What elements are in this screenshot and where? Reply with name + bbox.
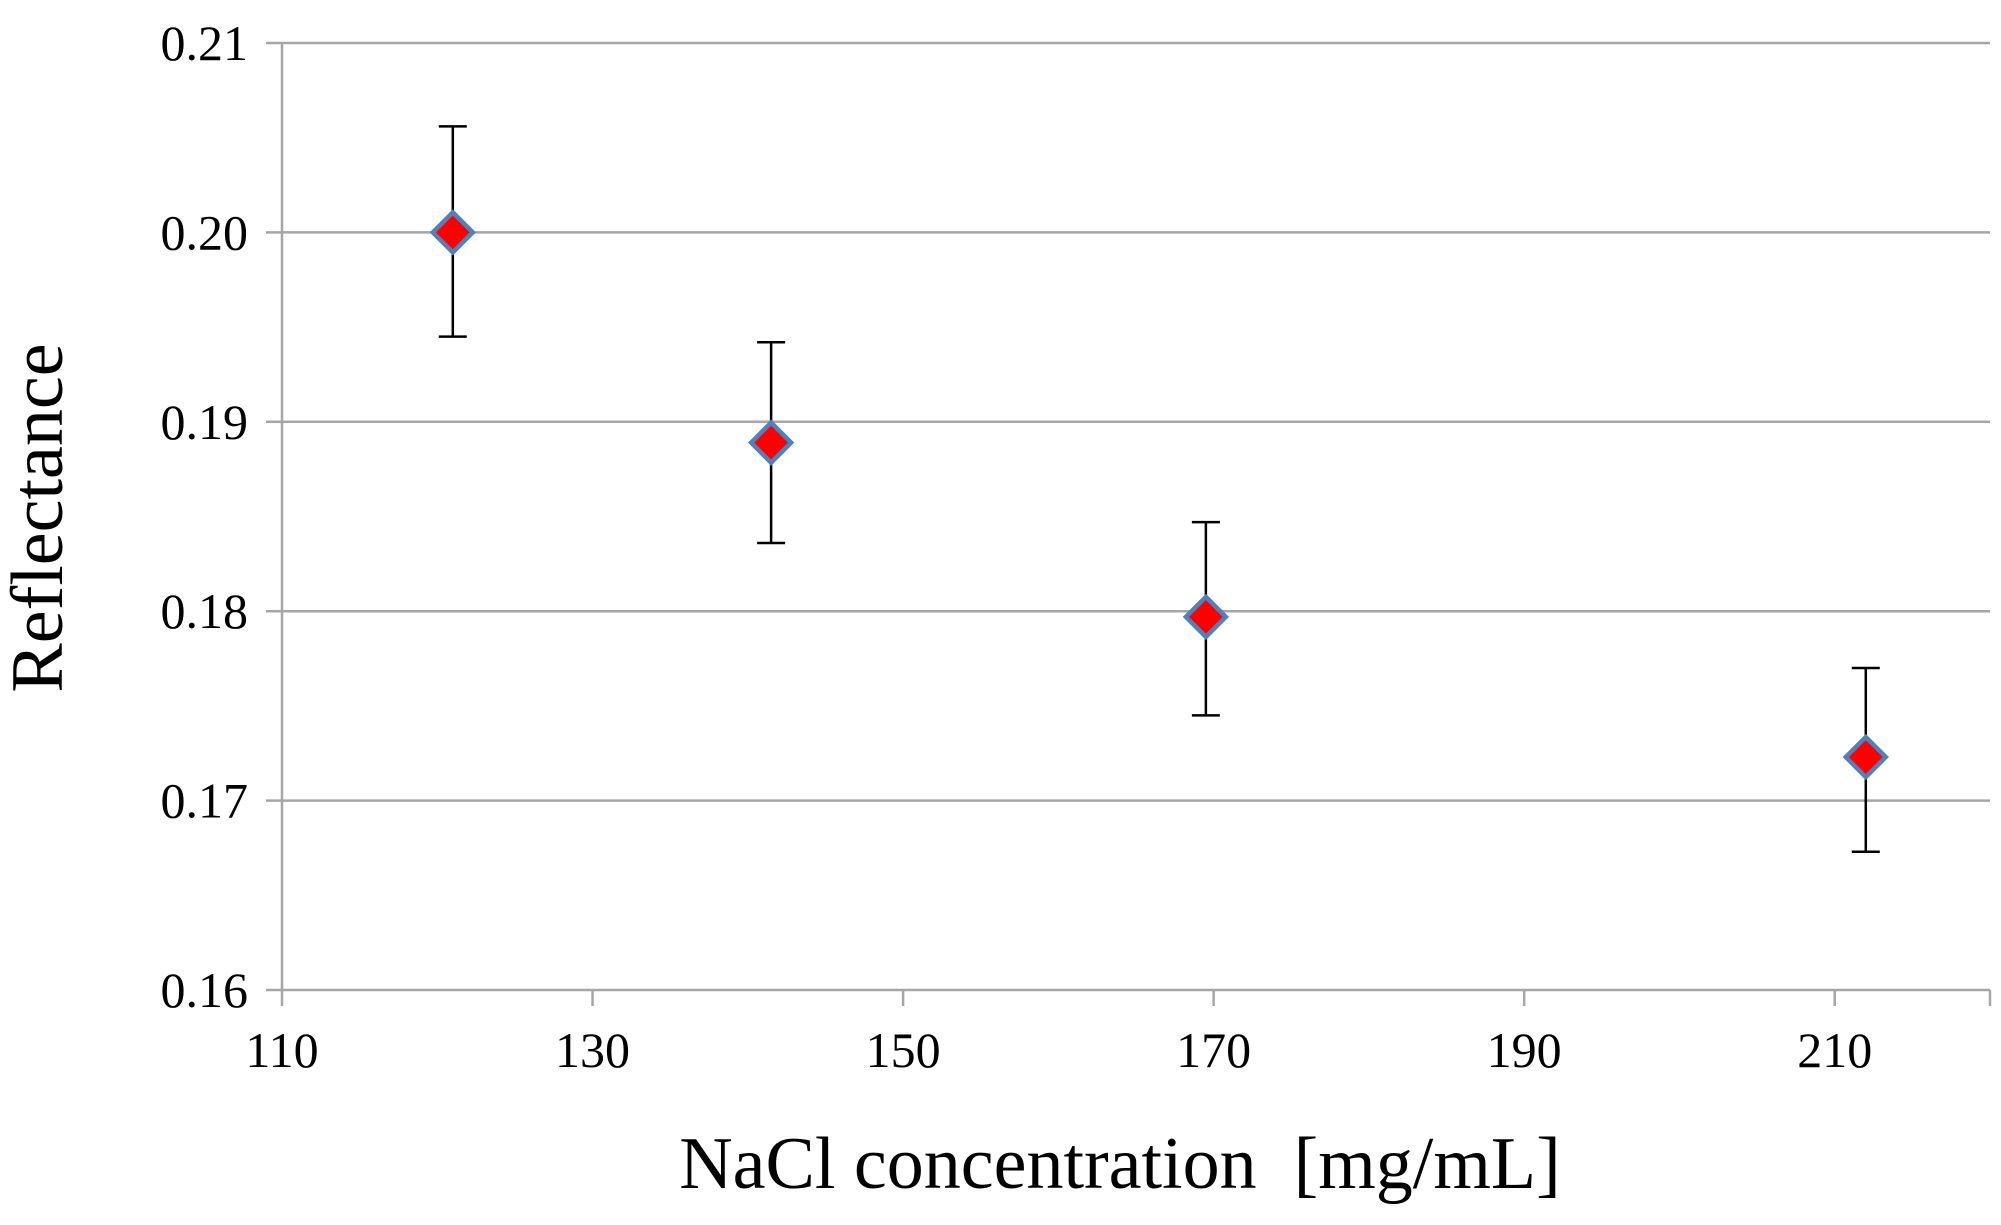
- errorbar-layer: [438, 125, 1880, 853]
- data-point-marker: [429, 209, 476, 256]
- x-tick-label: 210: [1797, 1022, 1872, 1078]
- x-tick-label: 190: [1487, 1022, 1562, 1078]
- data-point-marker: [747, 419, 795, 466]
- x-tick-label: 150: [866, 1022, 941, 1078]
- y-tick-label: 0.16: [161, 962, 249, 1018]
- x-axis-title: NaCl concentration [mg/mL]: [679, 1123, 1561, 1205]
- data-point-marker: [1842, 733, 1889, 781]
- y-tick-label: 0.21: [161, 15, 249, 71]
- x-tick-label: 130: [555, 1022, 630, 1078]
- grid-layer: [282, 41, 1990, 802]
- x-tick-label: 110: [245, 1022, 318, 1078]
- x-tick-label: 170: [1176, 1022, 1251, 1078]
- marker-layer: [429, 209, 1889, 781]
- y-tick-label: 0.17: [161, 773, 249, 829]
- y-tick-label: 0.18: [161, 583, 249, 639]
- tick-label-layer: 0.16 0.17 0.18 0.19 0.20 0.21 110 130 150 170 190 2…: [161, 15, 1873, 1078]
- axis-layer: [266, 41, 1992, 1006]
- data-point-marker: [1182, 593, 1230, 641]
- y-axis-title: Reflectance: [0, 343, 79, 692]
- y-tick-label: 0.20: [161, 204, 249, 260]
- y-tick-label: 0.19: [161, 394, 249, 450]
